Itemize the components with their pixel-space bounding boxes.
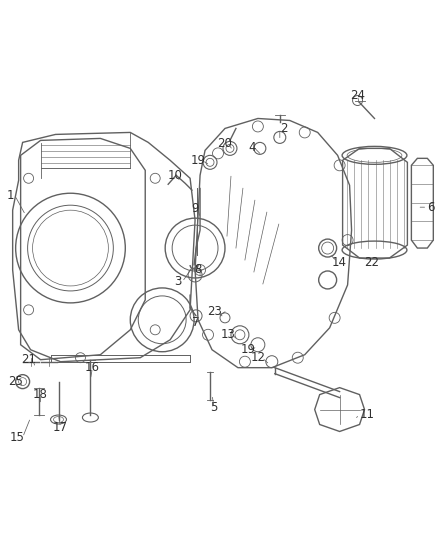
Text: 5: 5 — [210, 401, 218, 414]
Text: 22: 22 — [364, 255, 379, 269]
Text: 18: 18 — [33, 388, 48, 401]
Text: 4: 4 — [248, 141, 256, 154]
Text: 12: 12 — [251, 351, 265, 364]
Text: 21: 21 — [21, 353, 36, 366]
Text: 8: 8 — [194, 263, 202, 277]
Text: 24: 24 — [350, 89, 365, 102]
Text: 19: 19 — [191, 154, 205, 167]
Text: 9: 9 — [191, 201, 199, 215]
Text: 7: 7 — [192, 316, 200, 329]
Text: 1: 1 — [7, 189, 14, 201]
Text: 25: 25 — [8, 375, 23, 388]
Text: 16: 16 — [85, 361, 100, 374]
Text: 3: 3 — [174, 276, 182, 288]
Text: 15: 15 — [9, 431, 24, 444]
Text: 17: 17 — [53, 421, 68, 434]
Text: 14: 14 — [332, 255, 347, 269]
Text: 2: 2 — [280, 122, 287, 135]
Text: 23: 23 — [208, 305, 223, 318]
Text: 20: 20 — [218, 137, 233, 150]
Text: 6: 6 — [427, 201, 435, 214]
Text: 10: 10 — [168, 169, 183, 182]
Text: 11: 11 — [360, 408, 375, 421]
Text: 19: 19 — [240, 343, 255, 356]
Text: 13: 13 — [221, 328, 235, 341]
